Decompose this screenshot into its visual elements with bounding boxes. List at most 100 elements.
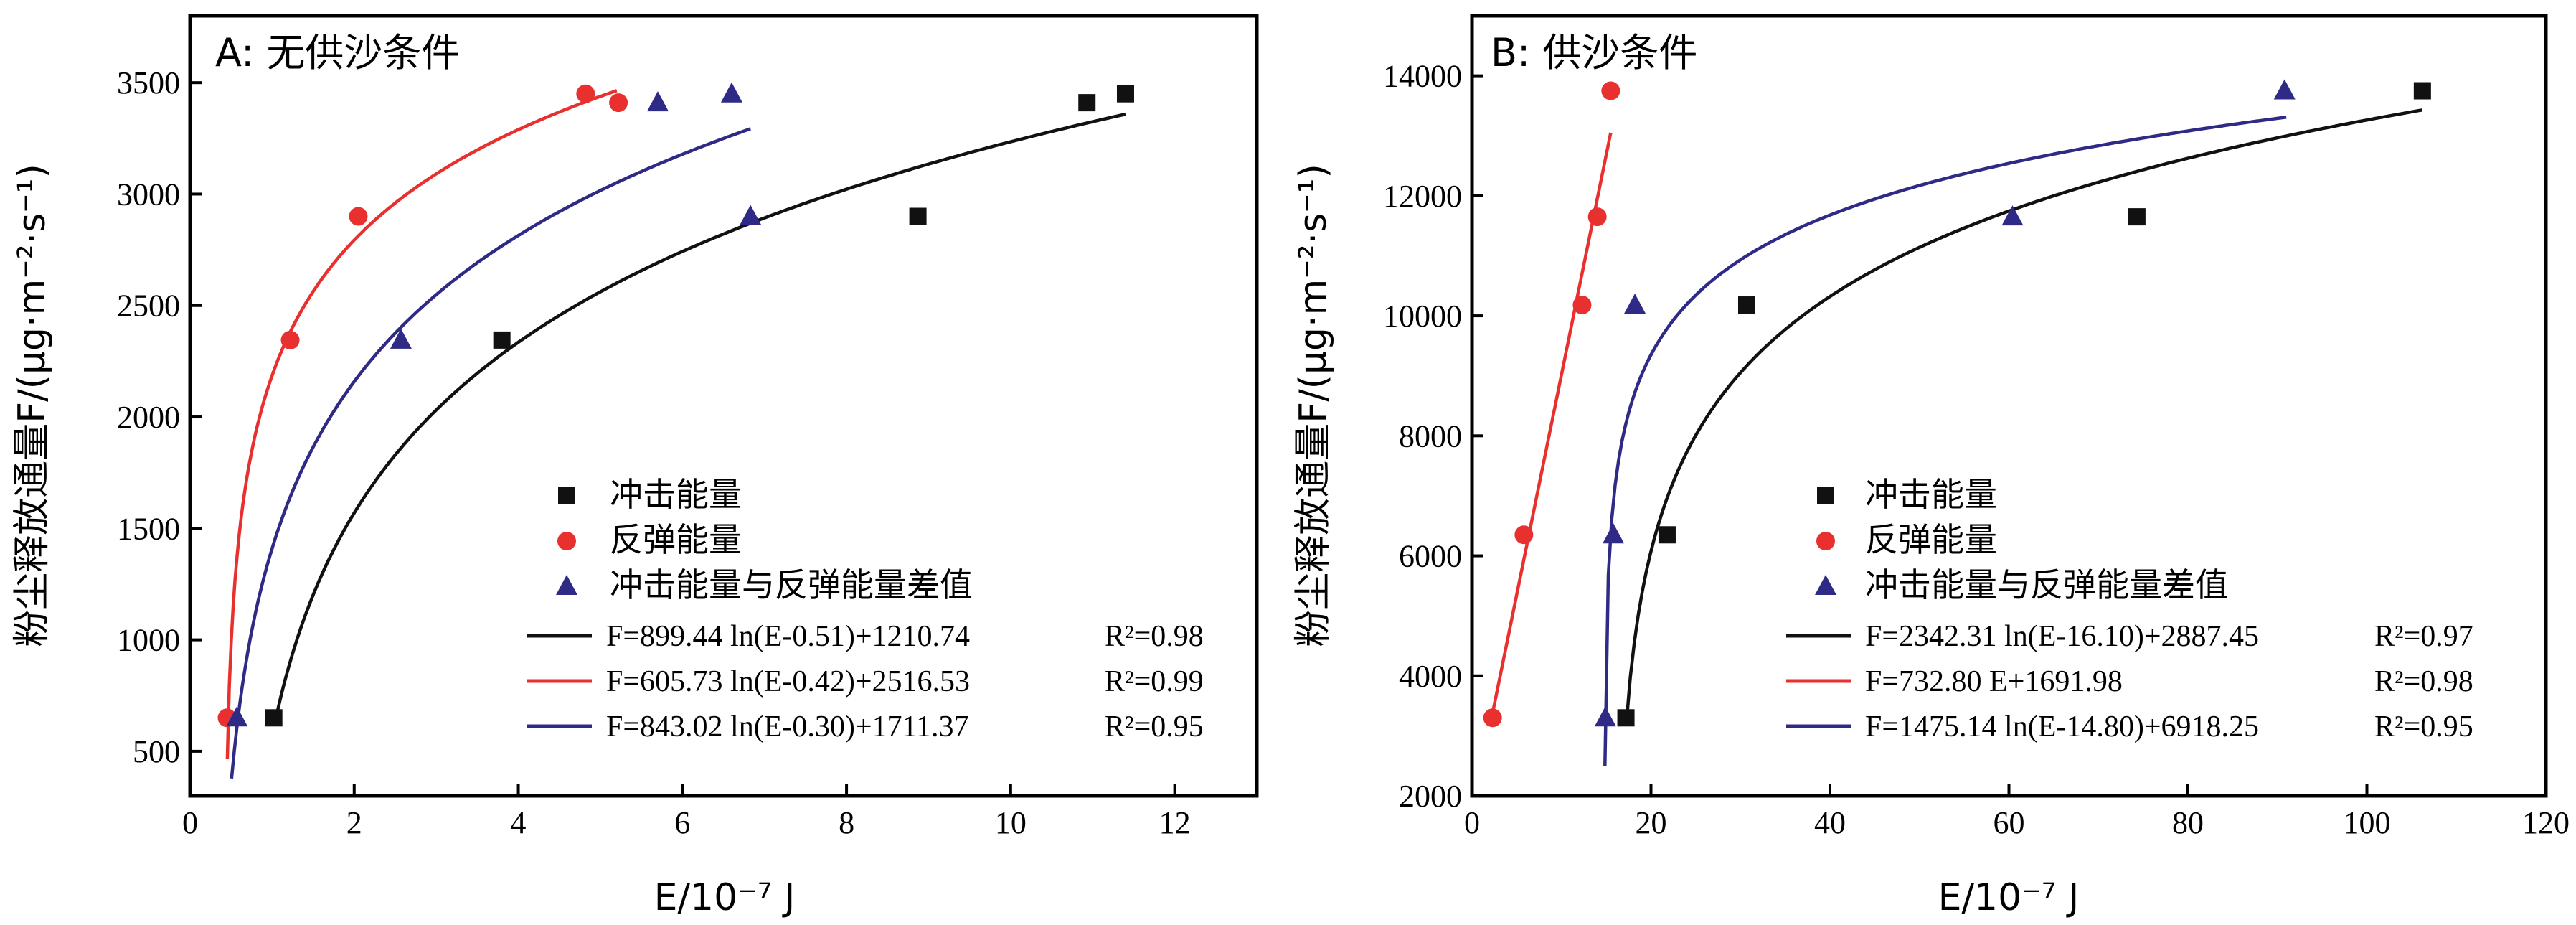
- panel-b-point-1: [1514, 525, 1534, 545]
- panel-a-x-tick-label: 8: [839, 805, 854, 840]
- panel-a-point-0: [493, 331, 511, 349]
- panel-b: B: 供沙条件 0 20 40 60 80 100 120 2000 4000 6000 8000…: [1292, 14, 2570, 919]
- panel-b-point-0: [1617, 709, 1635, 727]
- panel-a-fit-equation-0: F=899.44 ln(E-0.51)+1210.74: [606, 620, 970, 653]
- panel-b-fit-line-0: [1624, 108, 2423, 723]
- panel-b-fit-r2-0: R²=0.97: [2374, 620, 2473, 653]
- panel-b-point-0: [1737, 296, 1755, 314]
- panel-b-y-tick-label: 2000: [1399, 779, 1462, 814]
- panel-b-y-tick-label: 6000: [1399, 539, 1462, 574]
- panel-b-legend-label-0: 冲击能量: [1865, 475, 1997, 514]
- panel-a-x-tick-label: 10: [995, 805, 1027, 840]
- panel-a-y-tick-label: 500: [133, 734, 180, 769]
- panel-a-fit-r2-1: R²=0.99: [1105, 665, 1204, 698]
- panel-a-x-tick-label: 2: [346, 805, 362, 840]
- panel-a-point-0: [1116, 85, 1134, 103]
- panel-a-x-tick-label: 4: [511, 805, 527, 840]
- panel-a-fit-line-2: [230, 127, 751, 779]
- panel-b-x-tick-label: 20: [1636, 805, 1667, 840]
- panel-a-legend-label-1: 反弹能量: [610, 520, 742, 559]
- panel-a-x-axis: 0 2 4 6 8 10 12: [182, 784, 1191, 840]
- panel-b-fit-equation-2: F=1475.14 ln(E-14.80)+6918.25: [1865, 710, 2259, 743]
- panel-a-point-0: [1078, 94, 1096, 112]
- panel-b-x-tick-label: 0: [1464, 805, 1480, 840]
- panel-b-fit-line-1: [1488, 132, 1613, 727]
- panel-a-y-tick-label: 1000: [117, 623, 180, 658]
- panel-a-y-tick-label: 1500: [117, 511, 180, 546]
- panel-b-point-2: [1624, 294, 1646, 314]
- panel-a-frame: [188, 14, 1259, 798]
- panel-a-y-tick-label: 3500: [117, 65, 180, 100]
- panel-b-point-2: [1594, 706, 1616, 727]
- panel-b-point-1: [1587, 207, 1607, 227]
- panel-a-y-axis: 500 1000 1500 2000 2500 3000 3500: [117, 65, 202, 769]
- panel-a-y-label: 粉尘释放通量F/(μg·m⁻²·s⁻¹): [11, 164, 54, 647]
- panel-b-y-label: 粉尘释放通量F/(μg·m⁻²·s⁻¹): [1292, 164, 1335, 647]
- panel-a-point-2: [390, 328, 412, 349]
- panel-a-point-1: [576, 84, 595, 103]
- panel-b-x-label: E/10⁻⁷ J: [1938, 876, 2080, 919]
- panel-a-fit-equation-2: F=843.02 ln(E-0.30)+1711.37: [606, 710, 968, 743]
- panel-a-fit-lines: [225, 89, 1126, 779]
- panel-b-point-2: [2001, 205, 2024, 226]
- panel-a-fit-line-0: [274, 112, 1126, 717]
- panel-a-point-1: [609, 93, 628, 113]
- panel-a-fit-r2-2: R²=0.95: [1105, 710, 1204, 743]
- panel-b-legend-label-1: 反弹能量: [1865, 520, 1997, 559]
- panel-b-legend-marker-2: [1815, 575, 1836, 595]
- panel-b-point-1: [1483, 708, 1502, 728]
- panel-b-fit-r2-2: R²=0.95: [2374, 710, 2473, 743]
- panel-b-point-1: [1601, 81, 1620, 100]
- panel-a-x-tick-label: 6: [674, 805, 690, 840]
- panel-b-y-tick-label: 14000: [1383, 59, 1462, 94]
- panel-b-point-0: [2413, 82, 2431, 100]
- panel-b-x-axis: 0 20 40 60 80 100 120: [1464, 784, 2570, 840]
- panel-b-fit-line-2: [1603, 116, 2287, 766]
- panel-a-point-2: [740, 205, 762, 225]
- panel-b-fit-lines: [1488, 108, 2423, 766]
- panel-a-point-2: [646, 91, 669, 112]
- panel-b-y-tick-label: 8000: [1399, 418, 1462, 454]
- panel-b-x-tick-label: 120: [2522, 805, 2570, 840]
- panel-a-point-2: [720, 82, 742, 103]
- panel-a-y-tick-label: 2000: [117, 400, 180, 435]
- panel-b-legend-marker-1: [1816, 532, 1835, 550]
- panel-a-point-0: [909, 207, 927, 225]
- panel-b-x-tick-label: 60: [1994, 805, 2025, 840]
- panel-a-fit-r2-0: R²=0.98: [1105, 620, 1204, 653]
- panel-a-x-label: E/10⁻⁷ J: [654, 876, 796, 919]
- panel-a-legend-marker-0: [558, 487, 575, 504]
- panel-a-fit-equation-1: F=605.73 ln(E-0.42)+2516.53: [606, 665, 970, 698]
- panel-b-points: [1483, 79, 2431, 728]
- panel-b-title: B: 供沙条件: [1491, 30, 1697, 75]
- panel-a-point-0: [265, 709, 283, 727]
- panel-b-x-tick-label: 40: [1814, 805, 1846, 840]
- panel-a-points: [217, 82, 1134, 728]
- panel-b-point-1: [1572, 296, 1592, 315]
- panel-a-x-tick-label: 12: [1159, 805, 1191, 840]
- panel-b-x-tick-label: 100: [2344, 805, 2391, 840]
- panel-b-fit-r2-1: R²=0.98: [2374, 665, 2473, 698]
- panel-b-point-0: [2128, 208, 2146, 226]
- panel-b-point-0: [1658, 526, 1676, 544]
- panel-b-point-2: [1603, 523, 1625, 544]
- panel-a-legend-label-2: 冲击能量与反弹能量差值: [610, 565, 973, 604]
- panel-b-y-tick-label: 10000: [1383, 299, 1462, 334]
- panel-b-fit-equation-0: F=2342.31 ln(E-16.10)+2887.45: [1865, 620, 2259, 653]
- panel-a-legend-label-0: 冲击能量: [610, 475, 742, 514]
- panel-b-legend-label-2: 冲击能量与反弹能量差值: [1865, 565, 2228, 604]
- panel-b-y-axis: 2000 4000 6000 8000 10000 12000 14000: [1383, 59, 1483, 814]
- panel-b-legend-marker-0: [1817, 487, 1834, 504]
- panel-a-fit-line-1: [225, 89, 618, 759]
- panel-b-y-tick-label: 12000: [1383, 179, 1462, 214]
- panel-a-legend-marker-1: [557, 532, 576, 550]
- panel-a-point-1: [349, 207, 368, 226]
- panel-a-y-tick-label: 3000: [117, 177, 180, 212]
- panel-a-point-1: [280, 330, 300, 349]
- panel-a-x-tick-label: 0: [182, 805, 198, 840]
- panel-a-legend-marker-2: [556, 575, 577, 595]
- panel-b-fit-equation-1: F=732.80 E+1691.98: [1865, 665, 2123, 698]
